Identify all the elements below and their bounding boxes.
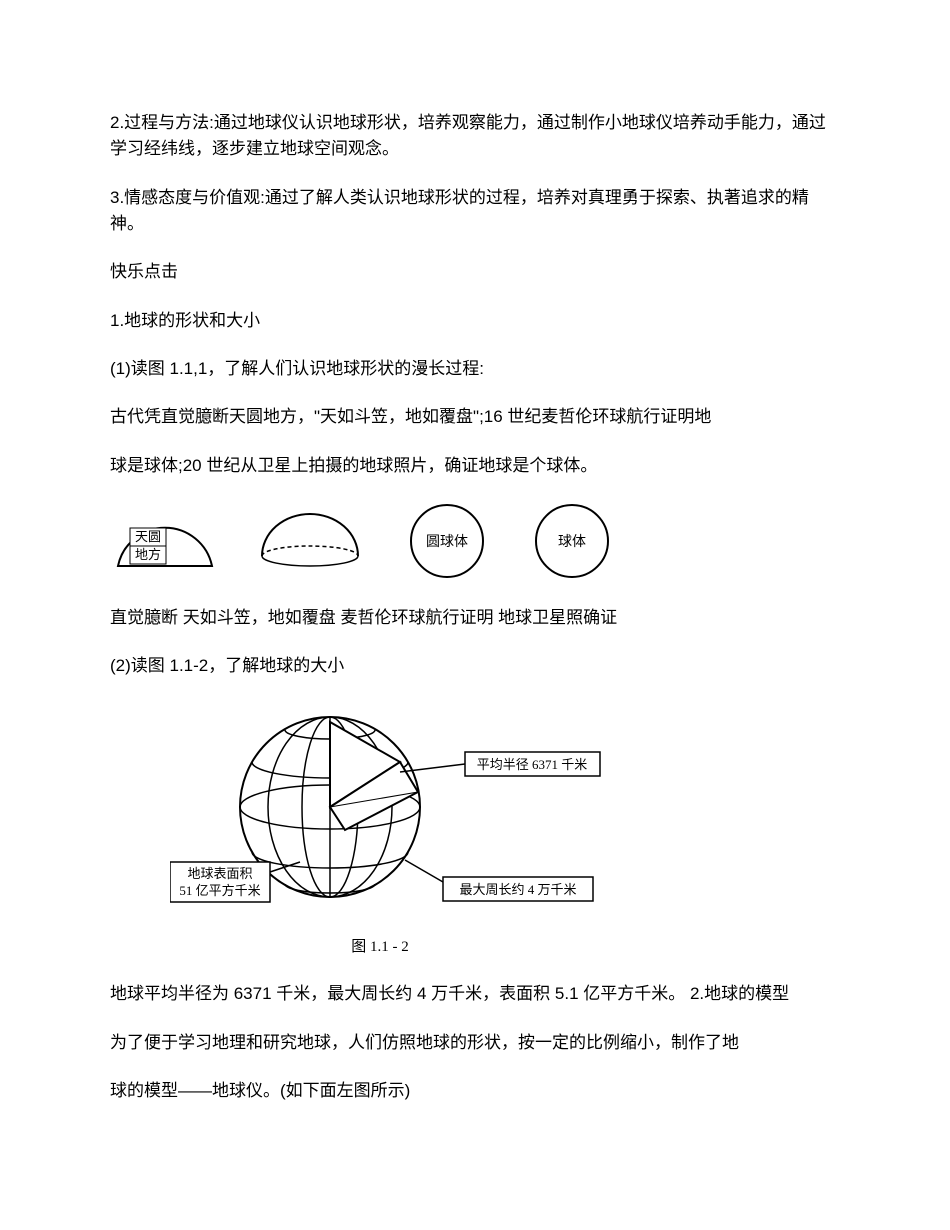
paragraph-ancient: 古代凭直觉臆断天圆地方，"天如斗笠，地如覆盘";16 世纪麦哲伦环球航行证明地 — [110, 404, 840, 430]
globe-caption: 图 1.1 - 2 — [170, 936, 590, 959]
document-page: 2.过程与方法:通过地球仪认识地球形状，培养观察能力，通过制作小地球仪培养动手能… — [0, 0, 950, 1186]
globe-label-area2: 51 亿平方千米 — [179, 883, 260, 898]
shape-circle-label1: 圆球体 — [400, 501, 495, 581]
globe-label-radius: 平均半径 6371 千米 — [477, 757, 588, 772]
shapes-diagram-row: 天圆 地方 圆球体 球体 — [110, 501, 840, 581]
shape3-label: 圆球体 — [426, 534, 468, 550]
shape1-label1: 天圆 — [135, 529, 161, 544]
shape-dome-flat: 天圆 地方 — [110, 506, 220, 576]
globe-label-circumference: 最大周长约 4 万千米 — [459, 882, 576, 897]
paragraph-read-fig1: (1)读图 1.1,1，了解人们认识地球形状的漫长过程: — [110, 356, 840, 382]
heading-happy-click: 快乐点击 — [110, 259, 840, 285]
paragraph-model-intro: 为了便于学习地理和研究地球，人们仿照地球的形状，按一定的比例缩小，制作了地 — [110, 1030, 840, 1056]
globe-label-area1: 地球表面积 — [187, 866, 252, 881]
shape1-label2: 地方 — [135, 547, 161, 562]
shape-circle-label2: 球体 — [525, 501, 620, 581]
paragraph-shape-captions: 直觉臆断 天如斗笠，地如覆盘 麦哲伦环球航行证明 地球卫星照确证 — [110, 605, 840, 631]
paragraph-process: 2.过程与方法:通过地球仪认识地球形状，培养观察能力，通过制作小地球仪培养动手能… — [110, 110, 840, 163]
shape-dome-ellipse — [250, 506, 370, 576]
paragraph-globe-model: 球的模型——地球仪。(如下面左图所示) — [110, 1078, 840, 1104]
heading-earth-shape: 1.地球的形状和大小 — [110, 308, 840, 334]
paragraph-read-fig2: (2)读图 1.1-2，了解地球的大小 — [110, 653, 840, 679]
globe-diagram: 平均半径 6371 千米 地球表面积 51 亿平方千米 最大周长约 4 万千米 — [170, 702, 840, 930]
paragraph-earth-size: 地球平均半径为 6371 千米，最大周长约 4 万千米，表面积 5.1 亿平方千… — [110, 981, 840, 1007]
shape4-label: 球体 — [558, 534, 586, 550]
paragraph-sphere: 球是球体;20 世纪从卫星上拍摄的地球照片，确证地球是个球体。 — [110, 453, 840, 479]
paragraph-emotion: 3.情感态度与价值观:通过了解人类认识地球形状的过程，培养对真理勇于探索、执著追… — [110, 185, 840, 238]
